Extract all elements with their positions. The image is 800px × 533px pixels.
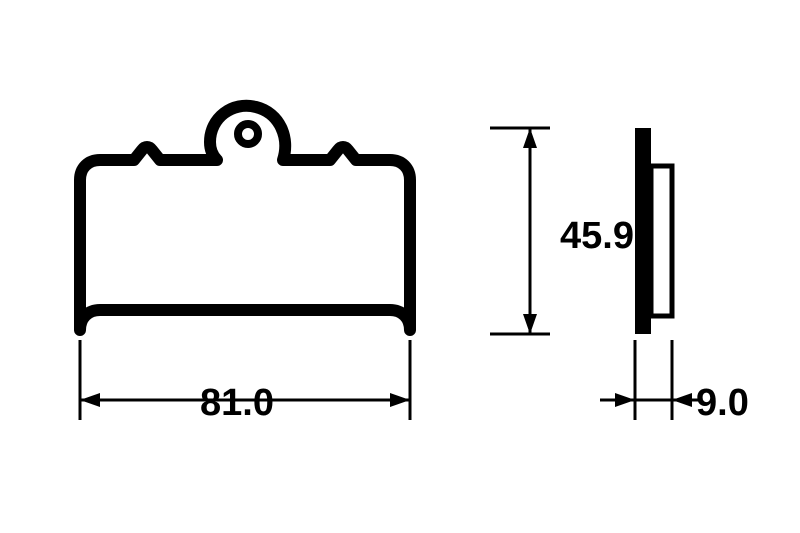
drawing-canvas: 81.0 45.9 9.0 xyxy=(0,0,800,533)
dimension-thickness xyxy=(0,0,800,533)
dimension-thickness-label: 9.0 xyxy=(696,382,749,425)
